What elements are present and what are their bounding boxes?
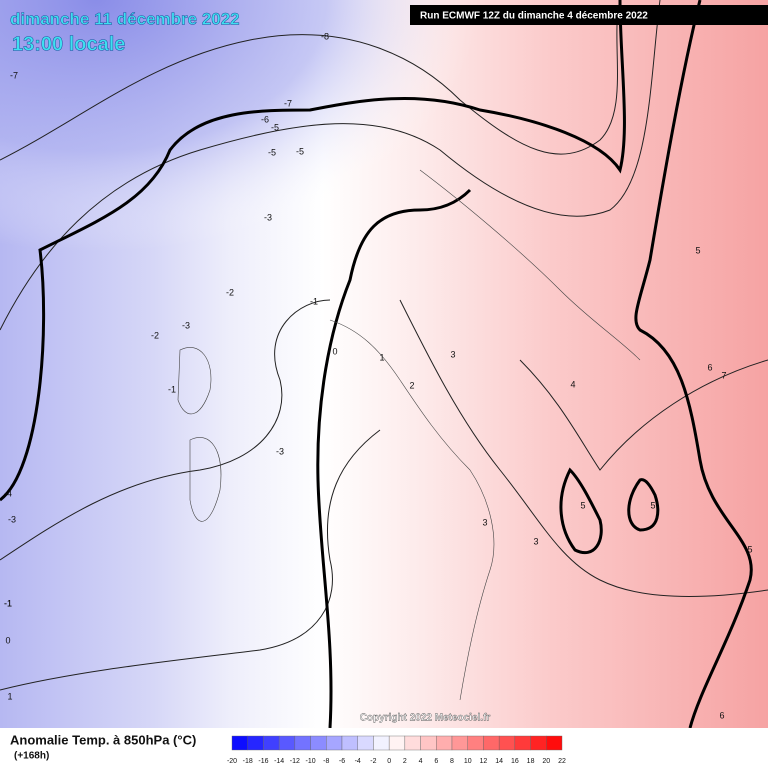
colorbar-label: -14: [274, 758, 284, 765]
colorbar-label: -8: [323, 758, 329, 765]
run-info: Run ECMWF 12Z du dimanche 4 décembre 202…: [420, 11, 648, 22]
colorbar-swatch: [357, 735, 374, 751]
colorbar-label: 6: [434, 758, 438, 765]
isotherms: [0, 0, 768, 691]
colorbar-swatch: [483, 735, 500, 751]
contour-label: -5: [268, 147, 276, 157]
colorbar: -20 -18 -16 -14 -12 -10 -8 -6 -4 -2 0 2 4 6 8 10 12 14 16 1…: [227, 735, 566, 765]
contour-label: -3: [182, 320, 190, 330]
contour-label: 0: [332, 346, 337, 356]
colorbar-swatch: [420, 735, 437, 751]
colorbar-swatch: [436, 735, 453, 751]
contour-label: -1: [4, 598, 12, 608]
contour-label: -2: [226, 287, 234, 297]
contour-label: 2: [409, 380, 414, 390]
contour-label: 5: [650, 500, 655, 510]
contour-label: -3: [276, 446, 284, 456]
colorbar-label: -2: [370, 758, 376, 765]
colorbar-swatch: [514, 735, 531, 751]
colorbar-swatch: [498, 735, 516, 751]
colorbar-label: 14: [495, 758, 503, 765]
colorbar-label: 4: [419, 758, 423, 765]
contour-label: -6: [261, 114, 269, 124]
contour-label: -5: [296, 146, 304, 156]
colorbar-swatch: [326, 735, 343, 751]
contour-label: 7: [721, 370, 726, 380]
colorbar-swatch: [546, 735, 563, 751]
colorbar-label: -4: [355, 758, 361, 765]
contour-label: -7: [284, 98, 292, 108]
contour-label: -1: [168, 384, 176, 394]
colorbar-swatch: [247, 735, 264, 751]
colorbar-label: 22: [558, 758, 566, 765]
colorbar-swatch: [278, 735, 296, 751]
contour-label: -8: [321, 31, 329, 41]
colorbar-label: -16: [258, 758, 268, 765]
contour-label: 1: [379, 352, 384, 362]
colorbar-swatch: [341, 735, 358, 751]
colorbar-label: 16: [511, 758, 519, 765]
colorbar-label: -18: [243, 758, 253, 765]
colorbar-swatch: [451, 735, 468, 751]
colorbar-label: 8: [450, 758, 454, 765]
colorbar-label: 0: [387, 758, 391, 765]
contour-label: -2: [151, 330, 159, 340]
colorbar-label: 2: [403, 758, 407, 765]
contour-label: -5: [271, 122, 279, 132]
contour-label: 3: [482, 517, 487, 527]
colorbar-label: -20: [227, 758, 237, 765]
colorbar-swatch: [404, 735, 421, 751]
colorbar-label: -10: [306, 758, 316, 765]
contour-label: 0: [5, 635, 10, 645]
contour-label: 6: [707, 362, 712, 372]
colorbar-label: 12: [480, 758, 488, 765]
colorbar-label: 10: [464, 758, 472, 765]
colorbar-swatch: [530, 735, 547, 751]
contour-label: 3: [450, 349, 455, 359]
contour-label: -1: [310, 296, 318, 306]
contour-label: -3: [8, 514, 16, 524]
colorbar-swatch: [373, 735, 390, 751]
colorbar-swatch: [231, 735, 248, 751]
legend-title: Anomalie Temp. à 850hPa (°C): [10, 732, 196, 747]
run-banner: [410, 5, 768, 25]
colorbar-label: 18: [527, 758, 535, 765]
contour-label: -3: [264, 212, 272, 222]
forecast-date: dimanche 11 décembre 2022: [10, 9, 240, 28]
legend-subtitle: (+168h): [14, 751, 49, 762]
copyright: Copyright 2022 Meteociel.fr: [360, 713, 491, 724]
contour-label: 3: [533, 536, 538, 546]
contour-label: 5: [747, 544, 752, 554]
contour-label: 6: [719, 710, 724, 720]
contour-label: 4: [570, 379, 575, 389]
cold-area: [0, 0, 640, 420]
colorbar-swatch: [263, 735, 280, 751]
contour-label: -1: [4, 598, 12, 608]
colorbar-label: -6: [339, 758, 345, 765]
contour-label: 5: [695, 245, 700, 255]
forecast-time: 13:00 locale: [12, 33, 125, 55]
colorbar-label: 20: [542, 758, 550, 765]
contour-label: -7: [10, 70, 18, 80]
colorbar-swatch: [467, 735, 484, 751]
colorbar-swatch: [310, 735, 327, 751]
colorbar-swatch: [388, 735, 406, 751]
colorbar-label: -12: [290, 758, 300, 765]
contour-label: 1: [7, 691, 12, 701]
contour-label: -4: [4, 488, 12, 498]
colorbar-swatch: [294, 735, 311, 751]
zero-isotherms: [0, 0, 753, 729]
contour-label: 5: [580, 500, 585, 510]
